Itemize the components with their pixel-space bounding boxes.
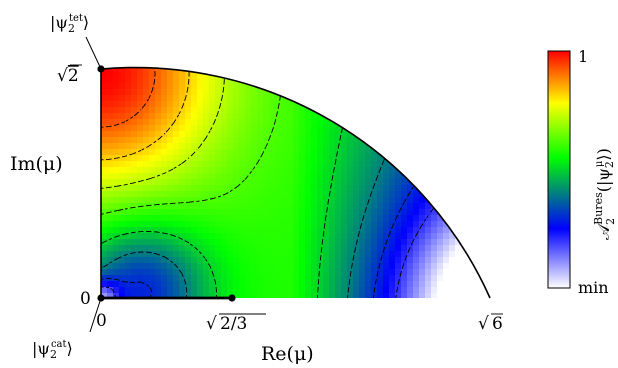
sqrt23-point [228, 294, 236, 302]
contour-level-line [101, 67, 367, 298]
x-tick-sqrt23: √ [206, 314, 217, 334]
colorbar-min-label: min [578, 278, 609, 297]
colorbar-max-label: 1 [578, 47, 588, 66]
x-axis-label: Re(μ) [261, 343, 314, 365]
domain-boundary [100, 66, 491, 299]
y-axis-label: Im(μ) [10, 153, 63, 175]
tet-leader [85, 36, 102, 70]
contour-level-line [101, 67, 225, 189]
x-tick-sqrt6: √ [478, 314, 489, 334]
cat-leader [89, 297, 102, 333]
x-tick-0: 0 [96, 311, 107, 331]
cat-label: |ψ2cat⟩ [32, 339, 73, 361]
colorbar-label: 𝒜2Bures(|ψ2μ⟩) [592, 148, 617, 240]
svg-text:6: 6 [492, 314, 503, 334]
y-tick-0: 0 [80, 289, 91, 309]
tet-label: |ψ2tet⟩ [50, 13, 89, 35]
svg-text:2/3: 2/3 [220, 314, 247, 334]
contour-level-line [101, 67, 190, 161]
contour-level-line [101, 67, 156, 128]
colorbar [547, 50, 571, 289]
y-tick-sqrt2: √2 [57, 66, 79, 86]
